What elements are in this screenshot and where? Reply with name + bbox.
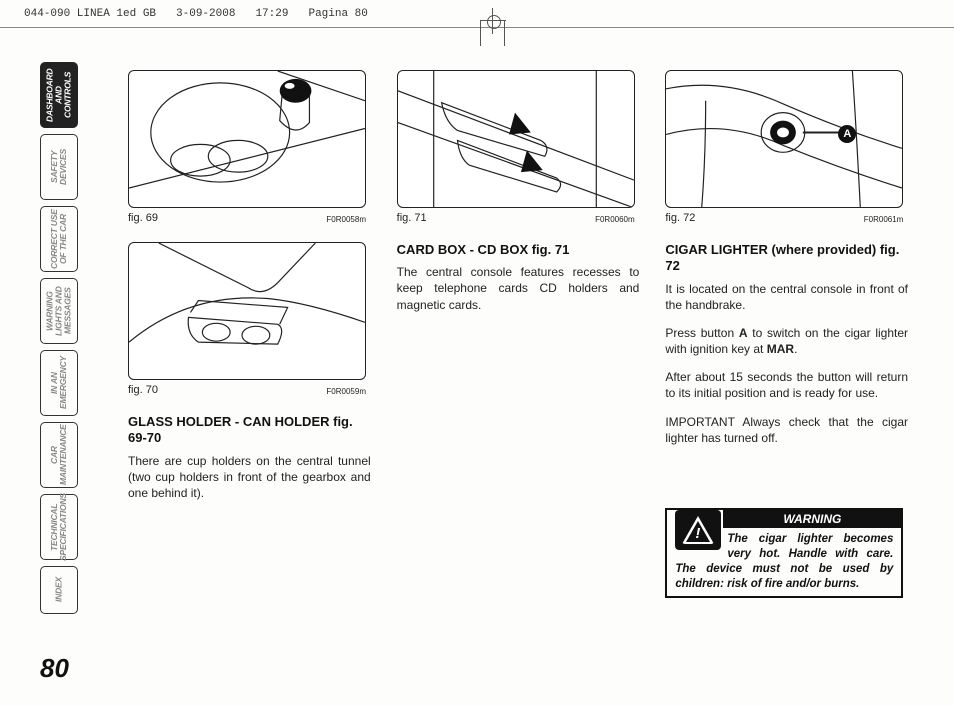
text-cigar-3: After about 15 seconds the button will r… (665, 369, 908, 401)
figure-71 (397, 70, 635, 208)
print-header: 044-090 LINEA 1ed GB 3-09-2008 17:29 Pag… (0, 0, 954, 28)
figure-72: A (665, 70, 903, 208)
text-glass-holder: There are cup holders on the central tun… (128, 453, 371, 502)
figure-69-caption-row: fig. 69 F0R0058m (128, 212, 366, 224)
tab-maintenance[interactable]: CAR MAINTENANCE (40, 422, 78, 488)
tab-dashboard-controls[interactable]: DASHBOARD AND CONTROLS (40, 62, 78, 128)
text-cigar-4: IMPORTANT Always check that the cigar li… (665, 414, 908, 446)
figure-72-caption-row: fig. 72 F0R0061m (665, 212, 903, 224)
header-date: 3-09-2008 (176, 8, 235, 20)
registration-mark-icon (480, 8, 506, 34)
figure-71-caption-row: fig. 71 F0R0060m (397, 212, 635, 224)
warning-body: ! The cigar lighter becomes very hot. Ha… (667, 528, 901, 596)
figure-code: F0R0059m (326, 387, 366, 396)
warning-box: WARNING ! The cigar lighter becomes very… (665, 508, 903, 598)
tab-tech-specs[interactable]: TECHNICAL SPECIFICATIONS (40, 494, 78, 560)
page-number: 80 (40, 653, 69, 684)
column-2: fig. 71 F0R0060m CARD BOX - CD BOX fig. … (397, 70, 640, 676)
header-page: Pagina 80 (308, 8, 367, 20)
column-1: fig. 69 F0R0058m fig. 70 F0R0059m GLAS (128, 70, 371, 676)
warning-title: WARNING (723, 510, 901, 528)
heading-cigar-lighter: CIGAR LIGHTER (where provided) fig. 72 (665, 242, 908, 275)
tab-correct-use[interactable]: CORRECT USE OF THE CAR (40, 206, 78, 272)
tab-safety-devices[interactable]: SAFETY DEVICES (40, 134, 78, 200)
figure-70 (128, 242, 366, 380)
manual-page: 044-090 LINEA 1ed GB 3-09-2008 17:29 Pag… (0, 0, 954, 706)
header-filename: 044-090 LINEA 1ed GB (24, 8, 156, 20)
text-cigar-1: It is located on the central console in … (665, 281, 908, 313)
figure-70-caption-row: fig. 70 F0R0059m (128, 384, 366, 396)
figure-caption: fig. 71 (397, 212, 427, 224)
figure-caption: fig. 72 (665, 212, 695, 224)
column-3: A fig. 72 F0R0061m CIGAR LIGHTER (where … (665, 70, 908, 676)
header-time: 17:29 (255, 8, 288, 20)
figure-caption: fig. 70 (128, 384, 158, 396)
tab-warning-lights[interactable]: WARNING LIGHTS AND MESSAGES (40, 278, 78, 344)
figure-code: F0R0061m (864, 215, 904, 224)
figure-caption: fig. 69 (128, 212, 158, 224)
tab-index[interactable]: INDEX (40, 566, 78, 614)
figure-code: F0R0060m (595, 215, 635, 224)
heading-glass-holder: GLASS HOLDER - CAN HOLDER fig. 69-70 (128, 414, 371, 447)
content-area: fig. 69 F0R0058m fig. 70 F0R0059m GLAS (128, 70, 908, 676)
figure-69 (128, 70, 366, 208)
text-cigar-2: Press button A to switch on the cigar li… (665, 325, 908, 357)
warning-triangle-icon: ! (675, 510, 721, 550)
text-card-box: The central console features recesses to… (397, 264, 640, 313)
figure-code: F0R0058m (326, 215, 366, 224)
tab-emergency[interactable]: IN AN EMERGENCY (40, 350, 78, 416)
section-tabs: DASHBOARD AND CONTROLS SAFETY DEVICES CO… (40, 62, 100, 614)
heading-card-box: CARD BOX - CD BOX fig. 71 (397, 242, 640, 258)
